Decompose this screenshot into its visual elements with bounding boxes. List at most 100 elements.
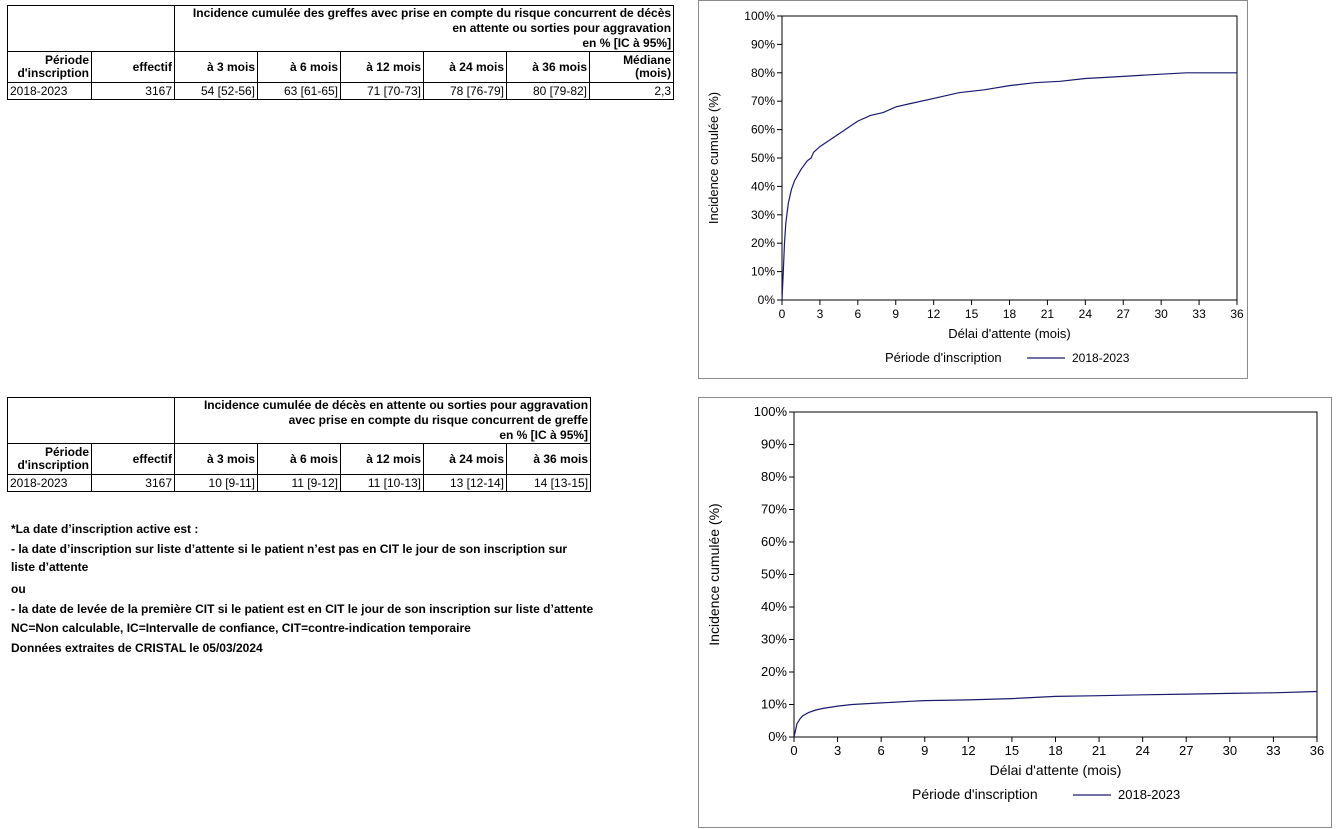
y-tick-label: 50% — [751, 151, 775, 165]
y-tick-label: 90% — [751, 37, 775, 51]
y-tick-label: 60% — [751, 123, 775, 137]
y-tick-label: 40% — [751, 179, 775, 193]
x-tick-label: 6 — [878, 743, 885, 758]
y-tick-label: 20% — [751, 236, 775, 250]
x-tick-label: 18 — [1048, 743, 1062, 758]
col-header-3m: à 3 mois — [174, 443, 258, 475]
y-tick-label: 70% — [761, 502, 787, 517]
series-line — [793, 690, 1318, 738]
x-axis-label: Délai d'attente (mois) — [948, 326, 1070, 341]
x-tick-label: 0 — [790, 743, 797, 758]
plot-frame — [793, 411, 1318, 738]
cell-36m: 14 [13-15] — [505, 474, 592, 492]
title-line: en % [IC à 95%] — [582, 36, 672, 50]
table-greffes: Incidence cumulée des greffes avec prise… — [7, 5, 675, 100]
title-line: Incidence cumulée de décès en attente ou… — [203, 398, 589, 412]
cell-12m: 11 [10-13] — [340, 474, 424, 492]
y-axis-label: Incidence cumulée (%) — [706, 503, 722, 645]
cell-period: 2018-2023 — [7, 82, 92, 100]
table-row: 2018-2023 3167 10 [9-11] 11 [9-12] 11 [1… — [7, 474, 592, 492]
note-line: NC=Non calculable, IC=Intervalle de conf… — [11, 620, 471, 635]
y-tick-label: 90% — [761, 437, 787, 452]
note-line: ou — [11, 581, 26, 596]
cell-3m: 54 [52-56] — [174, 82, 258, 100]
x-tick-label: 24 — [1135, 743, 1149, 758]
cell-3m: 10 [9-11] — [174, 474, 258, 492]
cell-median: 2,3 — [588, 82, 675, 100]
y-tick-label: 80% — [761, 469, 787, 484]
y-tick-label: 10% — [751, 265, 775, 279]
x-tick-label: 21 — [1041, 307, 1055, 321]
legend-label: 2018-2023 — [1072, 351, 1130, 365]
y-tick-label: 0% — [758, 293, 776, 307]
cell-effectif: 3167 — [91, 474, 175, 492]
y-tick-label: 40% — [761, 599, 787, 614]
y-tick-label: 100% — [754, 404, 788, 419]
chart-greffes-panel: 0% 10% 20% 30% 40% 50% 60% 70% 80% 90% 100% 0 3 6 9 12 1… — [698, 0, 1248, 379]
col-header-12m: à 12 mois — [340, 443, 424, 475]
note-line: - la date de levée de la première CIT si… — [11, 602, 594, 616]
col-header-3m: à 3 mois — [174, 51, 258, 83]
cell-24m: 78 [76-79] — [423, 82, 507, 100]
x-tick-label: 9 — [892, 307, 899, 321]
table-deces: Incidence cumulée de décès en attente ou… — [7, 397, 592, 492]
title-line: en attente ou sorties pour aggravation — [452, 21, 672, 35]
y-tick-label: 30% — [761, 632, 787, 647]
x-tick-label: 36 — [1310, 743, 1324, 758]
x-tick-label: 6 — [854, 307, 861, 321]
col-header-6m: à 6 mois — [257, 443, 341, 475]
cell-24m: 13 [12-14] — [423, 474, 507, 492]
chart-deces-panel: 0% 10% 20% 30% 40% 50% 60% 70% 80% 90% 100% 0 3 6 9 12 1… — [698, 397, 1332, 828]
col-header-period: Période d'inscription — [7, 51, 92, 83]
x-tick-label: 12 — [927, 307, 941, 321]
cell-6m: 11 [9-12] — [257, 474, 341, 492]
x-tick-label: 27 — [1117, 307, 1131, 321]
x-tick-label: 0 — [779, 307, 786, 321]
y-tick-label: 20% — [761, 664, 787, 679]
series-line — [781, 72, 1237, 301]
cell-effectif: 3167 — [91, 82, 175, 100]
table-corner — [7, 5, 175, 52]
table-title: Incidence cumulée des greffes avec prise… — [173, 5, 675, 52]
note-line: Données extraites de CRISTAL le 05/03/20… — [11, 641, 263, 655]
cell-period: 2018-2023 — [7, 474, 92, 492]
x-tick-label: 15 — [965, 307, 979, 321]
footnotes: *La date d’inscription active est : - la… — [11, 519, 691, 659]
y-axis-label: Incidence cumulée (%) — [706, 92, 721, 224]
y-tick-label: 100% — [744, 9, 775, 23]
note-line: - la date d’inscription sur liste d’atte… — [11, 541, 568, 574]
x-tick-label: 33 — [1266, 743, 1280, 758]
x-tick-label: 18 — [1003, 307, 1017, 321]
x-tick-label: 3 — [834, 743, 841, 758]
x-tick-label: 9 — [921, 743, 928, 758]
col-header-36m: à 36 mois — [506, 51, 590, 83]
title-line: avec prise en compte du risque concurren… — [288, 413, 589, 427]
col-header-6m: à 6 mois — [257, 51, 341, 83]
chart-deces: 0%10%20%30%40%50%60%70%80%90%100%0 3 6 9 12 1… — [706, 404, 1324, 802]
chart-greffes: 0%10%20%30%40%50%60%70%80%90%100%0 3 6 9 12 1… — [706, 9, 1244, 365]
x-tick-label: 30 — [1154, 307, 1168, 321]
x-tick-label: 21 — [1092, 743, 1106, 758]
x-tick-label: 27 — [1179, 743, 1193, 758]
plot-frame — [781, 15, 1238, 301]
y-tick-label: 50% — [761, 567, 787, 582]
y-tick-label: 60% — [761, 534, 787, 549]
col-header-24m: à 24 mois — [423, 51, 507, 83]
y-tick-label: 70% — [751, 94, 775, 108]
col-header-36m: à 36 mois — [505, 443, 592, 475]
y-tick-label: 10% — [761, 697, 787, 712]
legend-label: 2018-2023 — [1118, 787, 1180, 802]
x-tick-label: 33 — [1192, 307, 1206, 321]
title-line: en % [IC à 95%] — [499, 428, 589, 442]
col-header-median: Médiane (mois) — [588, 51, 675, 83]
col-header-12m: à 12 mois — [340, 51, 424, 83]
x-tick-label: 30 — [1223, 743, 1237, 758]
cell-12m: 71 [70-73] — [340, 82, 424, 100]
col-header-24m: à 24 mois — [423, 443, 507, 475]
cell-6m: 63 [61-65] — [257, 82, 341, 100]
y-tick-label: 30% — [751, 208, 775, 222]
x-tick-label: 36 — [1230, 307, 1244, 321]
x-tick-label: 12 — [961, 743, 975, 758]
legend-title: Période d'inscription — [885, 350, 1002, 365]
table-title: Incidence cumulée de décès en attente ou… — [173, 397, 592, 444]
